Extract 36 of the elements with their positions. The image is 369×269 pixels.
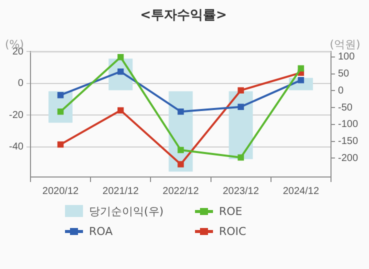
y2-tick-label: 50 (338, 68, 350, 80)
y-tick-label: -40 (9, 142, 24, 153)
point (178, 108, 184, 115)
y2-tick-label: -150 (338, 136, 358, 148)
point (178, 146, 184, 154)
x-tick-label: 2023/12 (222, 186, 260, 197)
point (57, 92, 64, 98)
legend-label: ROIC (219, 224, 246, 238)
y-axis-title: (%) (4, 38, 24, 51)
x-tick-label: 2021/12 (102, 186, 140, 197)
point (238, 87, 244, 94)
point (298, 65, 304, 72)
y2-axis-title: (억원) (330, 38, 360, 51)
legend-label: 당기순이익(우) (89, 204, 164, 218)
point (117, 68, 124, 75)
point (238, 154, 244, 161)
y2-tick-label: -100 (338, 119, 358, 130)
point (238, 104, 244, 110)
point (57, 108, 64, 115)
y-tick-label: -20 (9, 110, 24, 121)
y-tick-label: 0 (18, 78, 24, 90)
point (298, 77, 304, 84)
y2-tick-label: -200 (338, 152, 358, 164)
point (57, 141, 64, 148)
x-tick-label: 2024/12 (282, 186, 320, 197)
x-tick-label: 2022/12 (162, 186, 200, 197)
y2-tick-label: 100 (338, 52, 356, 63)
point (117, 54, 124, 60)
legend-label: ROA (89, 224, 113, 238)
legend-label: ROE (219, 204, 242, 218)
y2-tick-label: -50 (338, 102, 353, 114)
point (117, 107, 124, 114)
y2-tick-label: 0 (338, 85, 344, 96)
chart-title: <투자수익률> (140, 8, 227, 24)
point (178, 161, 184, 168)
x-tick-label: 2020/12 (42, 186, 80, 197)
